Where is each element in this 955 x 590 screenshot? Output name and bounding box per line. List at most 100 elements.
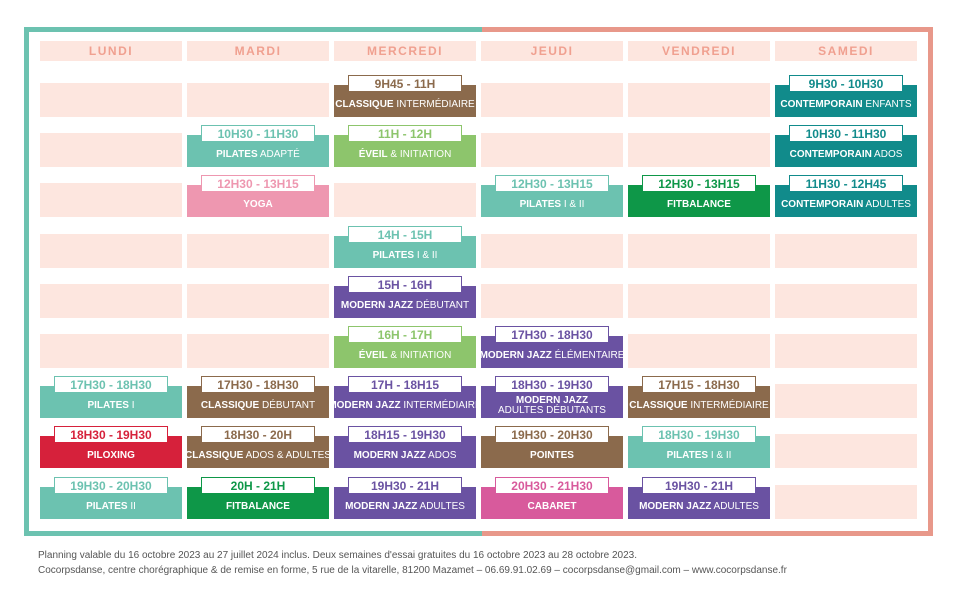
class-name-level: ADAPTÉ (257, 149, 300, 160)
class-name-level: & INITIATION (387, 350, 452, 361)
class-time: 17H30 - 18H30 (54, 376, 168, 393)
class-time: 20H - 21H (201, 477, 315, 494)
empty-slot (481, 234, 623, 268)
class-block: ÉVEIL & INITIATION 16H - 17H (334, 326, 476, 368)
class-block: MODERN JAZZ ADULTES 19H30 - 21H (628, 477, 770, 519)
class-name-level: ADULTES (711, 501, 759, 512)
class-time: 10H30 - 11H30 (201, 125, 315, 142)
class-name-main: PILATES (86, 501, 128, 512)
class-name-level: INTERMÉDIAIRE (687, 400, 769, 411)
class-name-level: INTERMÉDIAIRE (400, 400, 482, 411)
class-block: PILATES I & II 12H30 - 13H15 (481, 175, 623, 217)
empty-slot (775, 234, 917, 268)
day-header-lundi: LUNDI (40, 41, 182, 61)
class-block: PILATES I & II 14H - 15H (334, 226, 476, 268)
day-header-samedi: SAMEDI (775, 41, 917, 61)
class-name-main: MODERN JAZZ (340, 300, 414, 311)
empty-slot (775, 434, 917, 468)
class-name-main: CONTEMPORAIN (780, 99, 863, 110)
frame-top-teal-band (24, 27, 482, 32)
class-name-main: CLASSIQUE (185, 450, 244, 461)
class-time: 12H30 - 13H15 (642, 175, 756, 192)
class-block: YOGA 12H30 - 13H15 (187, 175, 329, 217)
empty-slot (628, 83, 770, 117)
class-time: 14H - 15H (348, 226, 462, 243)
class-name-main: POINTES (530, 450, 574, 461)
class-time: 12H30 - 13H15 (495, 175, 609, 192)
class-name-main: MODERN JAZZ (328, 400, 401, 411)
class-time: 17H15 - 18H30 (642, 376, 756, 393)
class-block: MODERN JAZZ DÉBUTANT 15H - 16H (334, 276, 476, 318)
class-block: CLASSIQUE ADOS & ADULTES 18H30 - 20H (185, 426, 331, 468)
class-name-level: DÉBUTANT (413, 300, 470, 311)
empty-slot (187, 284, 329, 318)
class-time: 9H30 - 10H30 (789, 75, 903, 92)
class-name-level: ADOS (425, 450, 457, 461)
empty-slot (334, 183, 476, 217)
empty-slot (775, 284, 917, 318)
class-name-main: CONTEMPORAIN (781, 199, 864, 210)
class-name-main: MODERN JAZZ (479, 350, 552, 361)
class-name-main: PILOXING (87, 450, 135, 461)
class-time: 11H30 - 12H45 (789, 175, 903, 192)
class-time: 16H - 17H (348, 326, 462, 343)
empty-slot (40, 334, 182, 368)
footer: Planning valable du 16 octobre 2023 au 2… (38, 548, 787, 578)
class-block: CONTEMPORAIN ENFANTS 9H30 - 10H30 (775, 75, 917, 117)
class-name-main: PILATES (87, 400, 129, 411)
class-name-level: ADULTES (863, 199, 911, 210)
class-block: CABARET 20H30 - 21H30 (481, 477, 623, 519)
class-time: 19H30 - 21H (348, 477, 462, 494)
class-name-main: ÉVEIL (358, 350, 388, 361)
class-time: 19H30 - 20H30 (495, 426, 609, 443)
class-block: FITBALANCE 20H - 21H (187, 477, 329, 519)
class-block: CONTEMPORAIN ADOS 10H30 - 11H30 (775, 125, 917, 167)
empty-slot (187, 334, 329, 368)
class-time: 19H30 - 21H (642, 477, 756, 494)
class-block: CLASSIQUE INTERMÉDIAIRE 9H45 - 11H (334, 75, 476, 117)
class-block: MODERN JAZZ ÉLÉMENTAIRE 17H30 - 18H30 (479, 326, 624, 368)
empty-slot (40, 234, 182, 268)
class-name-main: MODERN JAZZ (345, 501, 418, 512)
class-name-level: & INITIATION (387, 149, 452, 160)
class-time: 17H30 - 18H30 (201, 376, 315, 393)
empty-slot (628, 334, 770, 368)
class-block: PILATES I & II 18H30 - 19H30 (628, 426, 770, 468)
class-name-main: CLASSIQUE (335, 99, 394, 110)
empty-slot (481, 284, 623, 318)
class-time: 17H30 - 18H30 (495, 326, 609, 343)
class-name-level: INTERMÉDIAIRE (393, 99, 475, 110)
class-block: ÉVEIL & INITIATION 11H - 12H (334, 125, 476, 167)
empty-slot (628, 284, 770, 318)
empty-slot (775, 485, 917, 519)
class-name-level: I (128, 400, 135, 411)
day-header-jeudi: JEUDI (481, 41, 623, 61)
class-name-main: YOGA (243, 199, 273, 210)
empty-slot (40, 83, 182, 117)
day-header-mercredi: MERCREDI (334, 41, 476, 61)
class-time: 18H15 - 19H30 (348, 426, 462, 443)
day-header-mardi: MARDI (187, 41, 329, 61)
class-time: 17H - 18H15 (348, 376, 462, 393)
class-block: FITBALANCE 12H30 - 13H15 (628, 175, 770, 217)
class-time: 10H30 - 11H30 (789, 125, 903, 142)
class-block: PILATES ADAPTÉ 10H30 - 11H30 (187, 125, 329, 167)
class-name-main: MODERN JAZZ (515, 395, 589, 406)
day-header-vendredi: VENDREDI (628, 41, 770, 61)
class-name-main: CABARET (527, 501, 577, 512)
empty-slot (775, 334, 917, 368)
class-name-level: ADULTES DÉBUTANTS (498, 405, 606, 416)
class-time: 11H - 12H (348, 125, 462, 142)
class-time: 15H - 16H (348, 276, 462, 293)
class-block: MODERN JAZZ ADULTES 19H30 - 21H (334, 477, 476, 519)
footer-contact-line: Cocorpsdanse, centre chorégraphique & de… (38, 565, 787, 576)
class-name-main: ÉVEIL (358, 149, 388, 160)
class-name-main: CLASSIQUE (200, 400, 260, 411)
empty-slot (40, 133, 182, 167)
class-time: 19H30 - 20H30 (54, 477, 168, 494)
class-time: 20H30 - 21H30 (495, 477, 609, 494)
class-name-main: CLASSIQUE (629, 400, 688, 411)
class-name-level: I & II (708, 450, 732, 461)
class-block: CONTEMPORAIN ADULTES 11H30 - 12H45 (775, 175, 917, 217)
class-time: 18H30 - 20H (201, 426, 315, 443)
